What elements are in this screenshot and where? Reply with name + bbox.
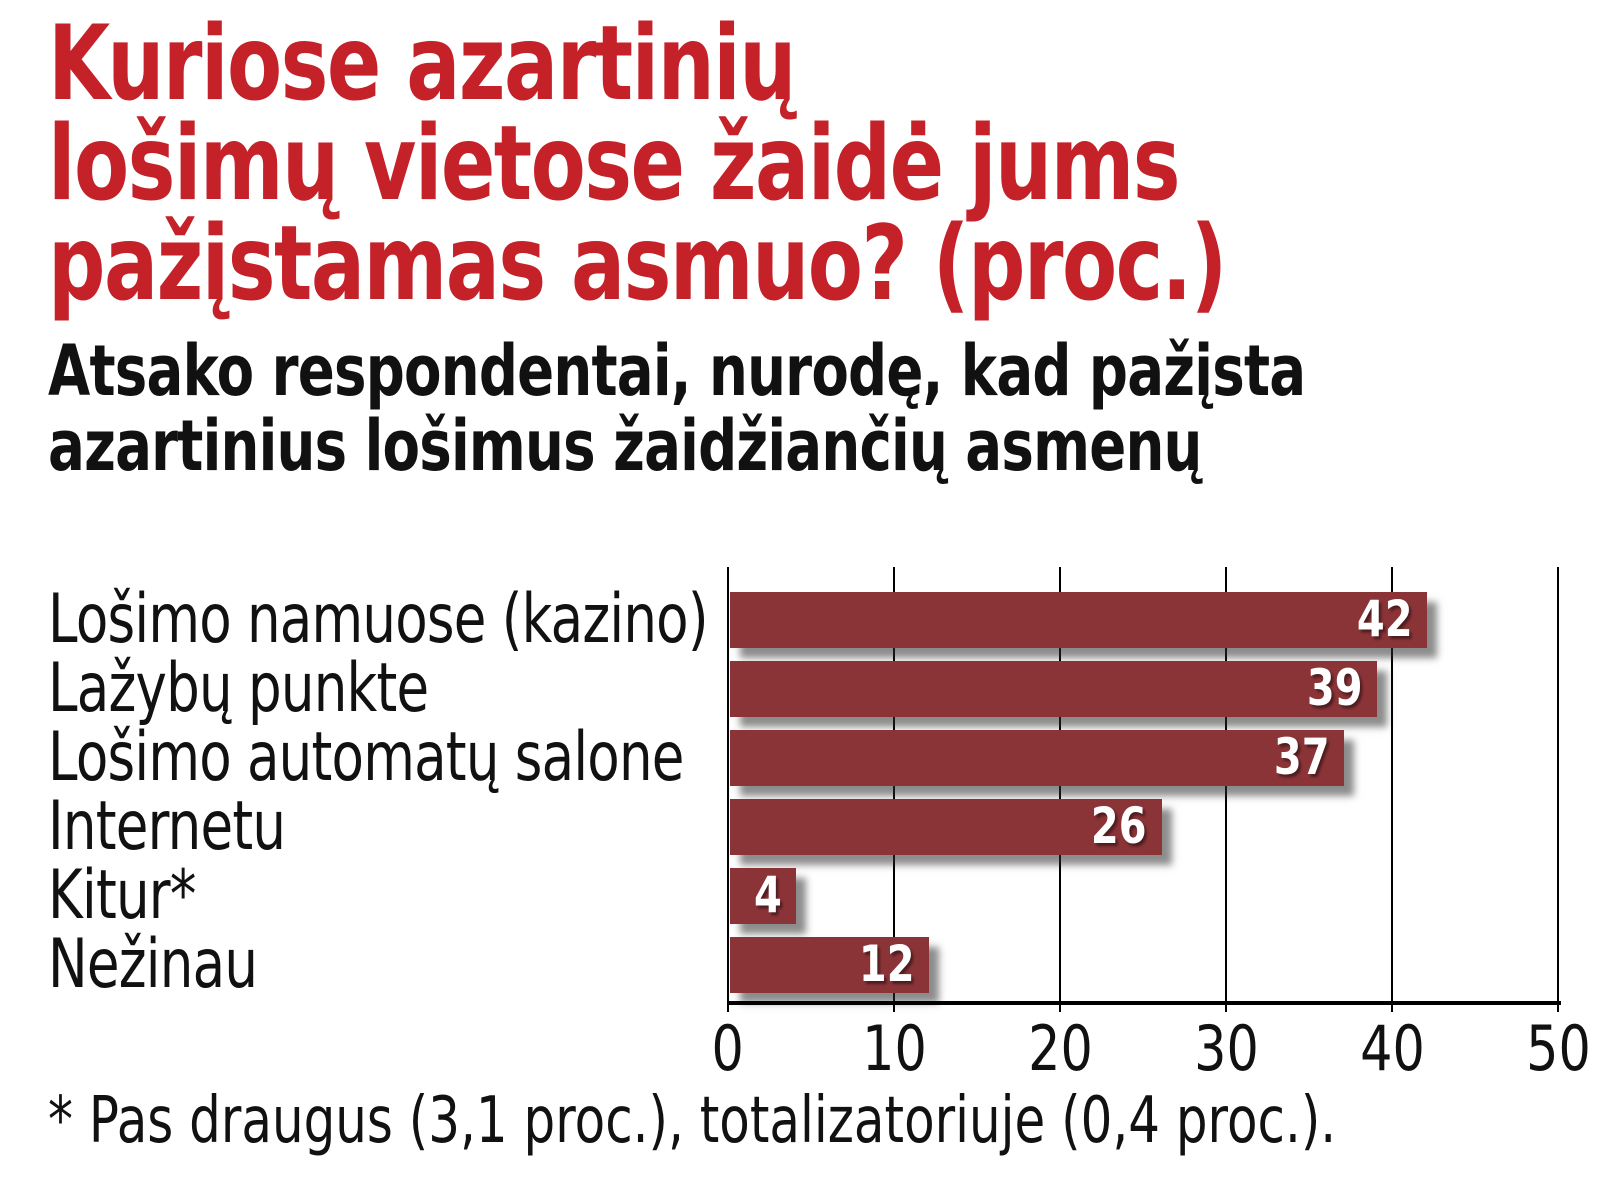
chart-title-line-2: lošimų vietose žaidė jums <box>48 104 1181 224</box>
x-tick-label-20: 20 <box>1027 1012 1093 1085</box>
gridline-40 <box>1391 567 1393 1012</box>
chart-subtitle: Atsako respondentai, nurodę, kad pažįsta… <box>48 334 1600 484</box>
gridline-0 <box>727 567 729 1012</box>
category-labels: Lošimo namuose (kazino) Lažybų punkte Loši… <box>48 0 728 1100</box>
bar-value-label: 37 <box>1273 727 1330 786</box>
chart-subtitle-line-1: Atsako respondentai, nurodę, kad pažįsta <box>48 330 1306 412</box>
category-label-2: Lažybų punkte <box>48 649 429 728</box>
x-tick-label-10: 10 <box>861 1012 927 1085</box>
bar-1: 42 <box>730 589 1428 648</box>
gridline-30 <box>1225 567 1227 1012</box>
x-tick-label-40: 40 <box>1359 1012 1425 1085</box>
x-axis-baseline <box>727 1001 1561 1005</box>
category-label-1: Lošimo namuose (kazino) <box>48 580 709 659</box>
bar-value-label: 4 <box>753 865 782 924</box>
bar-value-label: 12 <box>858 934 915 993</box>
gridline-20 <box>1059 567 1061 1012</box>
footnote: * Pas draugus (3,1 proc.), totalizatoriu… <box>48 1084 1337 1158</box>
x-tick-label-30: 30 <box>1193 1012 1259 1085</box>
category-label-3: Lošimo automatų salone <box>48 718 684 797</box>
bar-value-label: 42 <box>1356 589 1413 648</box>
bar-5: 4 <box>730 865 797 924</box>
chart-title-line-3: pažįstamas asmuo? (proc.) <box>48 204 1227 324</box>
category-label-4: Internetu <box>48 787 286 866</box>
chart-subtitle-line-2: azartinius lošimus žaidžiančių asmenų <box>48 405 1202 487</box>
category-label-6: Nežinau <box>48 925 258 1004</box>
bar-6: 12 <box>730 934 930 993</box>
bar-value-label: 26 <box>1090 796 1147 855</box>
bar-2: 39 <box>730 658 1378 717</box>
gridline-10 <box>893 567 895 1012</box>
bar-chart-plot-area: 42 39 37 26 4 12 <box>727 567 1561 1019</box>
x-tick-label-0: 0 <box>711 1012 745 1085</box>
category-label-5: Kitur* <box>48 856 196 935</box>
bar-4: 26 <box>730 796 1162 855</box>
x-axis-tick-labels: 0 10 20 30 40 50 <box>0 1018 1600 1088</box>
x-tick-label-50: 50 <box>1525 1012 1591 1085</box>
chart-title: Kuriose azartinių lošimų vietose žaidė j… <box>48 4 1558 324</box>
bar-value-label: 39 <box>1306 658 1363 717</box>
gridline-50 <box>1557 567 1559 1012</box>
bar-3: 37 <box>730 727 1345 786</box>
chart-title-line-1: Kuriose azartinių <box>48 4 796 124</box>
